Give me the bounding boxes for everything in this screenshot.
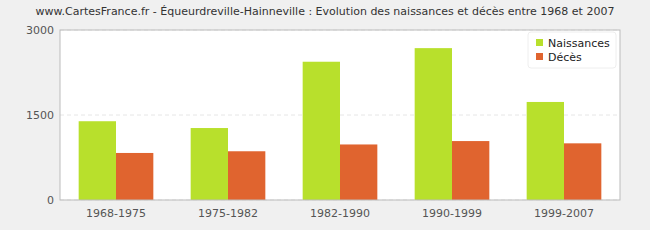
- background: [0, 0, 650, 230]
- legend-swatch: [536, 39, 543, 46]
- bar: [340, 144, 377, 200]
- x-tick-label: 1999-2007: [534, 207, 594, 220]
- bar: [79, 121, 116, 200]
- legend-label: Naissances: [548, 37, 610, 50]
- plot-area: [60, 30, 620, 200]
- y-tick-label: 3000: [26, 24, 54, 37]
- title: www.CartesFrance.fr - Équeurdreville-Hai…: [36, 5, 615, 18]
- bar: [527, 102, 564, 200]
- bar: [228, 151, 265, 200]
- bar: [191, 128, 228, 200]
- legend-swatch: [536, 53, 543, 60]
- legend-box: [528, 32, 616, 68]
- bar: [564, 143, 601, 200]
- legend-label: Décès: [548, 51, 582, 64]
- chart: www.CartesFrance.fr - Équeurdreville-Hai…: [0, 0, 650, 230]
- bar: [116, 153, 153, 200]
- x-tick-label: 1975-1982: [198, 207, 258, 220]
- y-tick-label: 1500: [26, 109, 54, 122]
- bar: [303, 62, 340, 200]
- x-tick-label: 1990-1999: [422, 207, 482, 220]
- x-tick-label: 1968-1975: [86, 207, 146, 220]
- x-tick-label: 1982-1990: [310, 207, 370, 220]
- plot-frame: [60, 30, 620, 200]
- bar: [452, 141, 489, 200]
- chart-container: www.CartesFrance.fr - Équeurdreville-Hai…: [0, 0, 650, 230]
- bars: [79, 48, 602, 200]
- y-tick-label: 0: [47, 194, 54, 207]
- legend: NaissancesDécès: [528, 32, 616, 68]
- bar: [415, 48, 452, 200]
